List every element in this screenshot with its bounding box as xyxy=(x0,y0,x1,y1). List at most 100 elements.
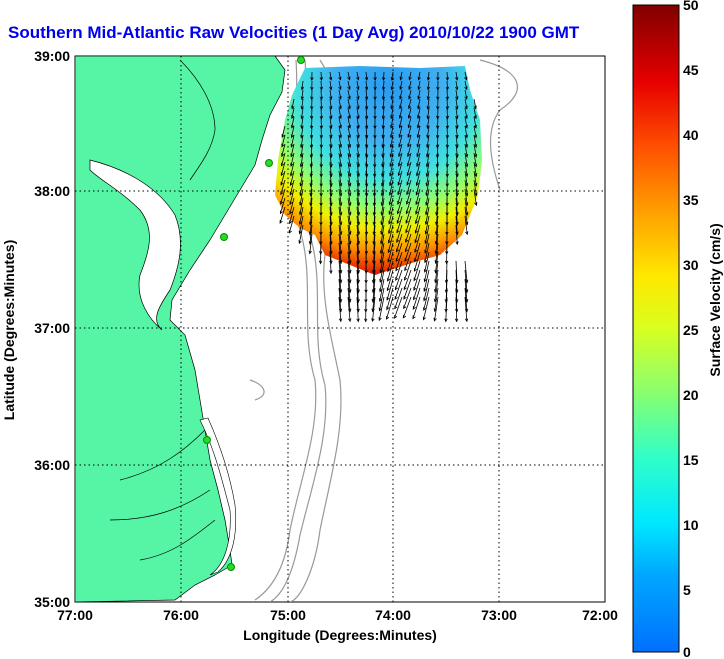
velocity-arrow-head xyxy=(413,296,417,301)
velocity-arrow xyxy=(356,287,359,312)
velocity-arrow-head xyxy=(464,95,468,100)
velocity-arrow xyxy=(347,233,351,254)
velocity-arrow-head xyxy=(389,144,394,148)
velocity-arrow xyxy=(356,143,360,158)
velocity-arrow xyxy=(455,134,458,148)
velocity-arrow xyxy=(338,89,342,100)
velocity-arrow xyxy=(347,242,351,264)
x-tick-label: 77:00 xyxy=(57,607,93,623)
y-tick-label: 36:00 xyxy=(34,457,70,473)
velocity-arrow xyxy=(464,143,468,157)
station-marker xyxy=(203,436,211,444)
velocity-arrow xyxy=(399,80,403,90)
velocity-arrow-head xyxy=(280,172,284,177)
velocity-arrow-head xyxy=(395,258,399,262)
velocity-arrow xyxy=(382,107,385,119)
velocity-arrow-head xyxy=(407,143,411,148)
velocity-arrow xyxy=(455,107,458,119)
velocity-arrow xyxy=(347,179,351,196)
velocity-arrow-head xyxy=(414,229,418,234)
velocity-arrow-head xyxy=(309,135,314,139)
velocity-arrow xyxy=(338,152,342,167)
velocity-arrow xyxy=(289,179,295,195)
velocity-arrow xyxy=(423,296,430,320)
velocity-arrow-head xyxy=(425,192,429,197)
velocity-arrow-head xyxy=(424,249,428,254)
velocity-arrow xyxy=(310,188,313,206)
velocity-arrow xyxy=(365,80,368,90)
velocity-arrow-head xyxy=(347,153,352,158)
velocity-arrow xyxy=(290,143,295,157)
velocity-arrow xyxy=(388,215,394,234)
velocity-arrow-head xyxy=(364,193,369,197)
velocity-arrow xyxy=(399,107,403,119)
velocity-arrow xyxy=(426,143,430,158)
velocity-arrow xyxy=(347,125,351,138)
velocity-arrow-head xyxy=(464,124,468,129)
velocity-arrow-head xyxy=(425,211,429,216)
velocity-arrow-head xyxy=(473,163,478,168)
velocity-arrow xyxy=(423,269,430,292)
velocity-arrow-head xyxy=(414,258,418,263)
velocity-arrow xyxy=(281,125,286,138)
velocity-arrow xyxy=(464,161,468,177)
velocity-arrow-head xyxy=(364,96,369,101)
velocity-arrow xyxy=(356,206,360,225)
velocity-arrow-head xyxy=(455,86,459,91)
velocity-arrow xyxy=(347,296,351,322)
velocity-arrow xyxy=(402,296,412,318)
velocity-arrow-head xyxy=(423,297,427,302)
velocity-arrow xyxy=(373,242,376,264)
y-tick-label: 35:00 xyxy=(34,594,70,610)
velocity-arrow xyxy=(289,206,295,224)
velocity-arrow xyxy=(380,233,385,254)
velocity-arrow xyxy=(406,161,412,176)
velocity-arrow-head xyxy=(396,229,400,234)
velocity-arrow xyxy=(395,260,403,281)
velocity-arrow xyxy=(310,143,313,158)
velocity-arrow xyxy=(394,269,403,290)
velocity-arrow-head xyxy=(464,105,468,110)
velocity-arrow-head xyxy=(372,231,376,236)
velocity-arrow xyxy=(455,98,458,109)
velocity-arrow xyxy=(455,116,458,129)
velocity-arrow xyxy=(347,188,351,206)
colorbar-tick-label: 30 xyxy=(683,257,699,273)
velocity-arrow-head xyxy=(425,182,429,187)
velocity-arrow xyxy=(404,260,412,281)
velocity-arrow xyxy=(382,98,385,110)
velocity-arrow-head xyxy=(414,249,418,253)
velocity-arrow-head xyxy=(338,134,342,139)
velocity-arrow xyxy=(347,206,351,225)
velocity-arrow-head xyxy=(423,288,427,292)
velocity-arrow xyxy=(408,89,412,99)
x-tick-label: 74:00 xyxy=(375,607,411,623)
velocity-arrow-head xyxy=(347,144,352,149)
velocity-arrow xyxy=(407,134,412,147)
velocity-arrow xyxy=(473,143,477,157)
velocity-arrow-head xyxy=(397,181,401,186)
velocity-arrow xyxy=(455,89,458,100)
velocity-arrow xyxy=(347,152,351,167)
velocity-arrow-head xyxy=(474,173,478,178)
velocity-arrow xyxy=(426,170,430,186)
velocity-arrow-head xyxy=(465,231,469,236)
velocity-arrow xyxy=(373,206,376,225)
velocity-arrow xyxy=(403,269,412,290)
velocity-arrow xyxy=(356,170,360,187)
velocity-arrow xyxy=(301,89,304,100)
colorbar-tick-label: 25 xyxy=(683,322,699,338)
velocity-arrow xyxy=(427,116,430,129)
velocity-arrow-head xyxy=(406,181,410,186)
velocity-arrow xyxy=(397,197,403,214)
velocity-arrow xyxy=(381,179,385,196)
velocity-arrow xyxy=(386,278,394,301)
velocity-arrow xyxy=(397,188,403,205)
velocity-arrow-head xyxy=(402,314,407,319)
velocity-arrow xyxy=(379,269,385,292)
velocity-arrow xyxy=(464,89,468,100)
velocity-arrow xyxy=(434,260,439,283)
velocity-arrow-head xyxy=(390,124,394,129)
station-marker xyxy=(227,563,235,571)
velocity-arrow xyxy=(395,242,403,262)
